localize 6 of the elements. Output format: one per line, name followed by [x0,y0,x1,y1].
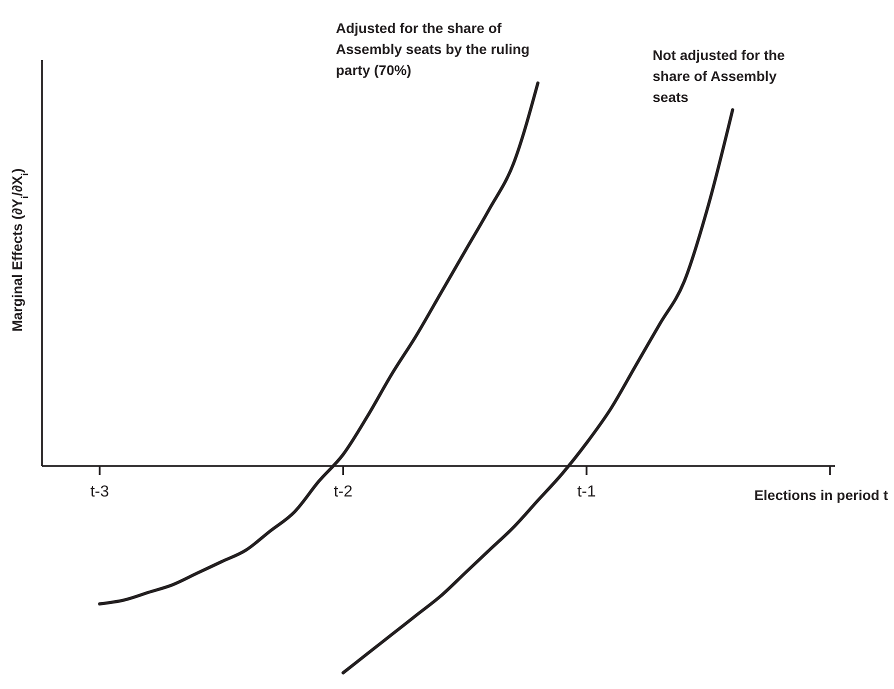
x-tick-label: t-2 [334,483,353,500]
series-label: Adjusted for the share of Assembly seats by the ruling party (70%) [336,20,530,78]
x-tick-label: t-3 [90,483,110,500]
x-axis-title: Elections in period t [754,487,888,503]
text: Not adjusted for the share of Assembly seats [652,46,786,105]
x-tick-label: t-1 [577,483,596,500]
